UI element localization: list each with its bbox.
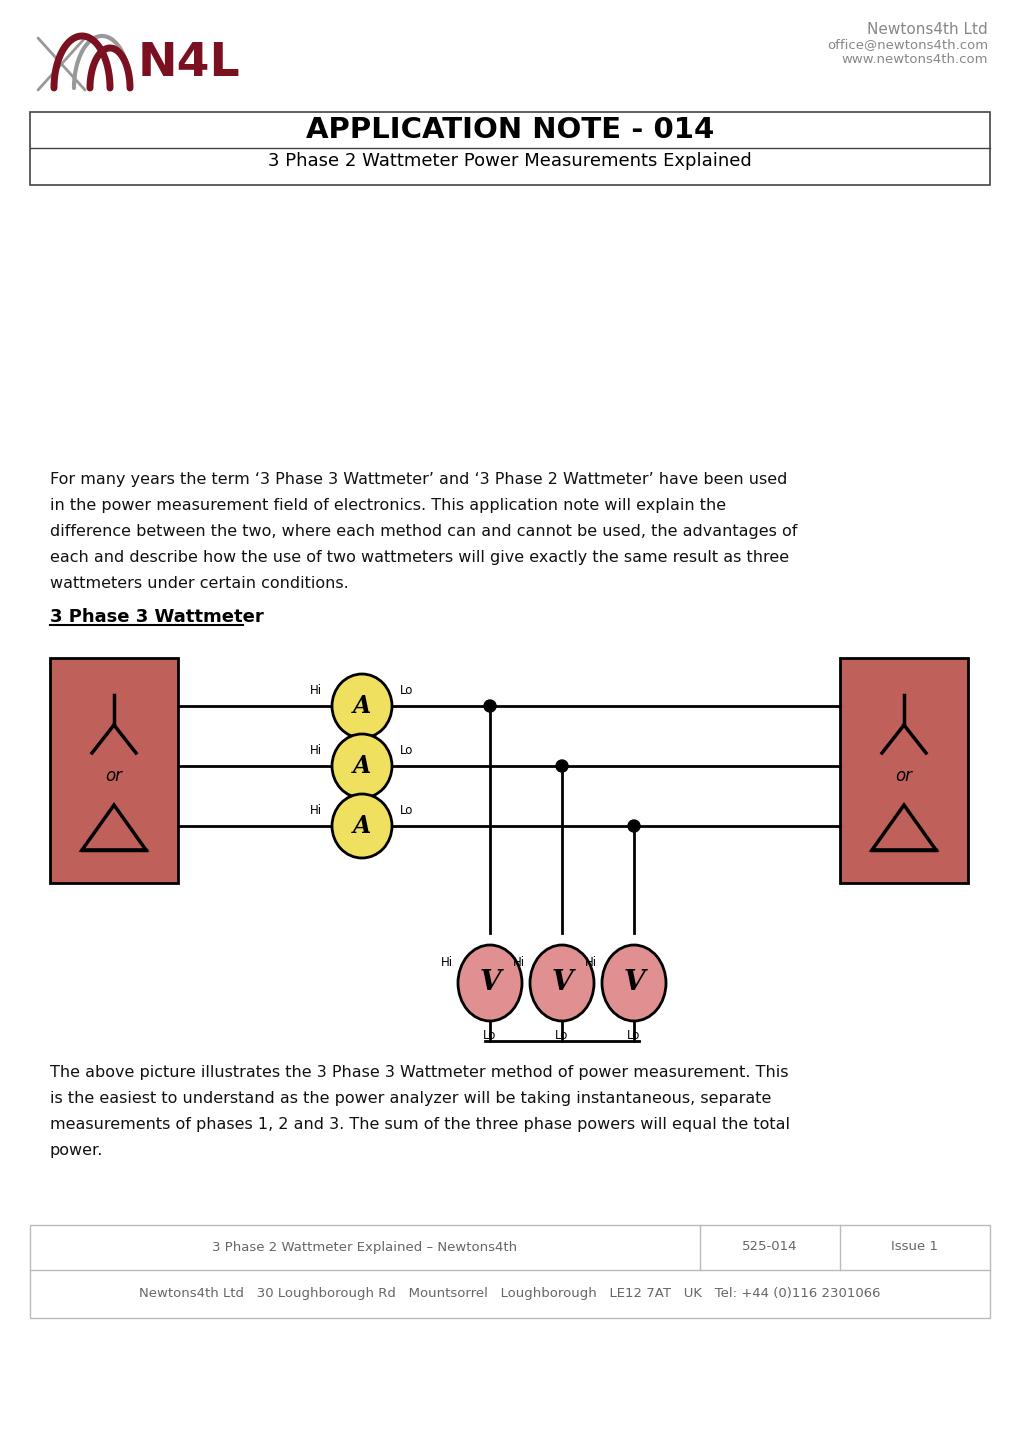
Text: A: A <box>353 694 371 718</box>
Text: 3 Phase 2 Wattmeter Power Measurements Explained: 3 Phase 2 Wattmeter Power Measurements E… <box>268 151 751 170</box>
Text: Hi: Hi <box>310 803 322 816</box>
Text: Hi: Hi <box>513 956 525 969</box>
Circle shape <box>555 760 568 771</box>
Text: or: or <box>895 767 912 784</box>
Text: 3 Phase 2 Wattmeter Explained – Newtons4th: 3 Phase 2 Wattmeter Explained – Newtons4… <box>212 1240 517 1253</box>
Ellipse shape <box>331 673 391 738</box>
FancyBboxPatch shape <box>50 658 178 883</box>
Text: in the power measurement field of electronics. This application note will explai: in the power measurement field of electr… <box>50 497 726 513</box>
Text: V: V <box>623 969 644 996</box>
Text: Lo: Lo <box>554 1030 569 1043</box>
FancyBboxPatch shape <box>30 112 989 185</box>
Text: APPLICATION NOTE - 014: APPLICATION NOTE - 014 <box>306 115 713 144</box>
FancyBboxPatch shape <box>30 1226 989 1318</box>
Text: is the easiest to understand as the power analyzer will be taking instantaneous,: is the easiest to understand as the powe… <box>50 1092 770 1106</box>
Text: each and describe how the use of two wattmeters will give exactly the same resul: each and describe how the use of two wat… <box>50 549 789 565</box>
Ellipse shape <box>530 945 593 1021</box>
Text: Lo: Lo <box>483 1030 496 1043</box>
Text: Lo: Lo <box>399 803 413 816</box>
Text: Hi: Hi <box>310 684 322 696</box>
Text: Lo: Lo <box>399 684 413 696</box>
Ellipse shape <box>458 945 522 1021</box>
Text: 3 Phase 3 Wattmeter: 3 Phase 3 Wattmeter <box>50 609 264 626</box>
Text: The above picture illustrates the 3 Phase 3 Wattmeter method of power measuremen: The above picture illustrates the 3 Phas… <box>50 1066 788 1080</box>
Ellipse shape <box>331 734 391 797</box>
Text: Issue 1: Issue 1 <box>891 1240 937 1253</box>
Text: power.: power. <box>50 1144 103 1158</box>
Text: Newtons4th Ltd   30 Loughborough Rd   Mountsorrel   Loughborough   LE12 7AT   UK: Newtons4th Ltd 30 Loughborough Rd Mounts… <box>140 1288 879 1301</box>
Text: www.newtons4th.com: www.newtons4th.com <box>841 53 987 66</box>
Text: or: or <box>105 767 122 784</box>
Text: measurements of phases 1, 2 and 3. The sum of the three phase powers will equal : measurements of phases 1, 2 and 3. The s… <box>50 1118 790 1132</box>
Text: A: A <box>353 754 371 779</box>
Text: Lo: Lo <box>399 744 413 757</box>
Circle shape <box>484 699 495 712</box>
Text: 525-014: 525-014 <box>742 1240 797 1253</box>
Text: Hi: Hi <box>584 956 596 969</box>
Text: V: V <box>550 969 573 996</box>
Ellipse shape <box>331 795 391 858</box>
Text: office@newtons4th.com: office@newtons4th.com <box>826 37 987 50</box>
Text: Lo: Lo <box>627 1030 640 1043</box>
Text: Hi: Hi <box>310 744 322 757</box>
Text: wattmeters under certain conditions.: wattmeters under certain conditions. <box>50 575 348 591</box>
Text: difference between the two, where each method can and cannot be used, the advant: difference between the two, where each m… <box>50 523 797 539</box>
Ellipse shape <box>601 945 665 1021</box>
Text: V: V <box>479 969 500 996</box>
Text: Newtons4th Ltd: Newtons4th Ltd <box>866 22 987 37</box>
Text: A: A <box>353 813 371 838</box>
FancyBboxPatch shape <box>840 658 967 883</box>
Text: For many years the term ‘3 Phase 3 Wattmeter’ and ‘3 Phase 2 Wattmeter’ have bee: For many years the term ‘3 Phase 3 Wattm… <box>50 472 787 487</box>
Text: N4L: N4L <box>138 40 240 85</box>
Circle shape <box>628 820 639 832</box>
Text: Hi: Hi <box>440 956 452 969</box>
